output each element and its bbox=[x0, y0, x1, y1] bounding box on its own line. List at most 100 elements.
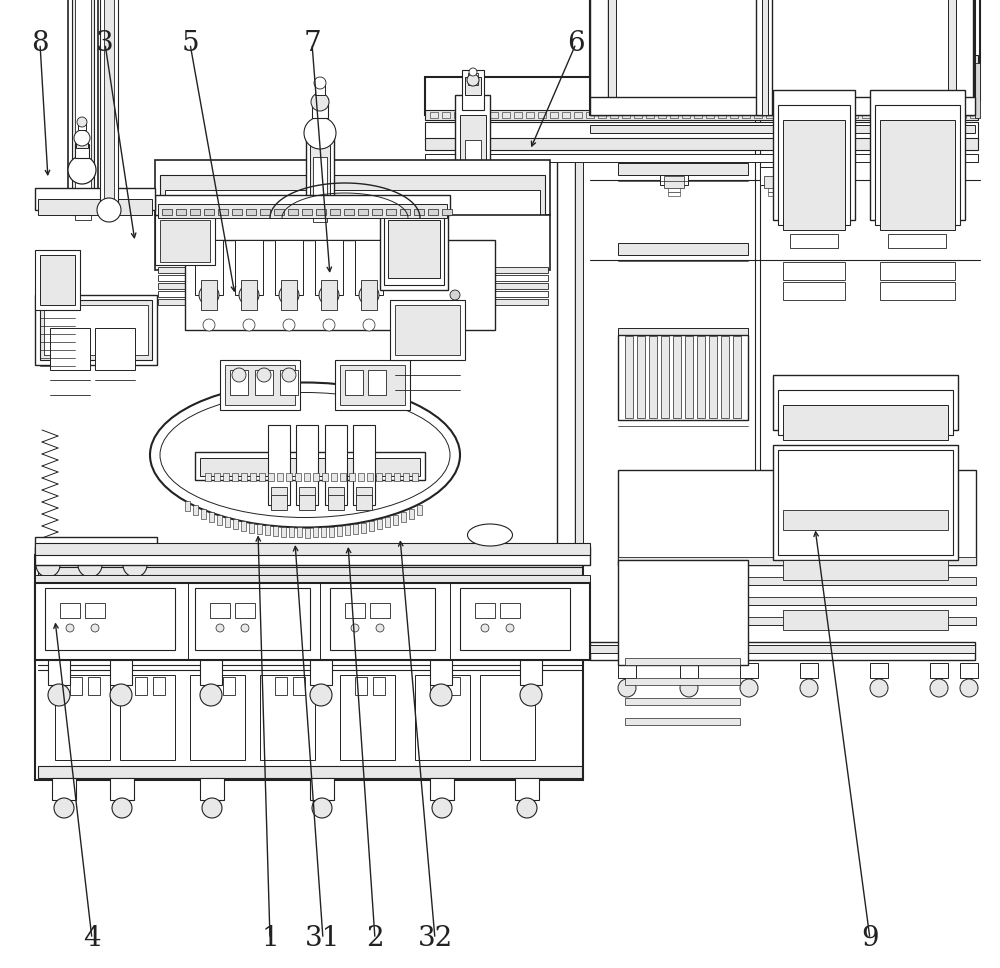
Bar bbox=[120, 675, 175, 760]
Bar bbox=[322, 473, 328, 481]
Bar bbox=[425, 110, 978, 120]
Bar bbox=[590, 0, 608, 115]
Bar bbox=[668, 188, 680, 192]
Circle shape bbox=[930, 679, 948, 697]
Bar bbox=[850, 112, 858, 118]
Bar bbox=[460, 115, 486, 180]
Bar bbox=[353, 425, 375, 505]
Bar bbox=[72, 0, 94, 215]
Bar bbox=[214, 473, 220, 481]
Bar bbox=[345, 525, 350, 535]
Circle shape bbox=[359, 285, 379, 305]
Circle shape bbox=[314, 77, 326, 89]
Bar bbox=[958, 112, 966, 118]
Bar bbox=[274, 209, 284, 215]
Bar bbox=[265, 525, 270, 535]
Circle shape bbox=[282, 368, 296, 382]
Circle shape bbox=[304, 117, 336, 149]
Bar bbox=[625, 678, 740, 685]
Bar bbox=[268, 425, 290, 505]
Bar bbox=[480, 675, 535, 760]
Bar bbox=[590, 97, 975, 115]
Bar bbox=[48, 660, 70, 685]
Bar bbox=[185, 500, 190, 511]
Bar bbox=[205, 677, 217, 695]
Bar bbox=[299, 495, 315, 510]
Circle shape bbox=[363, 319, 375, 331]
Text: 31: 31 bbox=[305, 925, 341, 953]
Bar bbox=[625, 336, 633, 418]
Bar bbox=[608, 0, 616, 115]
Bar bbox=[618, 557, 976, 565]
Ellipse shape bbox=[160, 392, 450, 518]
Bar bbox=[45, 588, 175, 650]
Bar bbox=[302, 209, 312, 215]
Bar bbox=[649, 336, 657, 418]
Bar bbox=[233, 519, 238, 529]
Bar bbox=[355, 240, 383, 295]
Bar bbox=[249, 523, 254, 532]
Bar bbox=[430, 112, 438, 118]
Text: 3: 3 bbox=[96, 30, 114, 57]
Bar bbox=[158, 299, 548, 305]
Bar bbox=[385, 517, 390, 528]
Text: 32: 32 bbox=[417, 925, 453, 953]
Bar bbox=[590, 0, 980, 100]
Bar bbox=[664, 176, 684, 188]
Circle shape bbox=[467, 74, 479, 86]
Bar bbox=[68, 0, 98, 210]
Bar bbox=[955, 0, 973, 115]
Bar bbox=[618, 478, 748, 490]
Bar bbox=[455, 95, 490, 175]
Bar bbox=[778, 105, 850, 225]
Circle shape bbox=[430, 684, 452, 706]
Bar bbox=[95, 328, 135, 370]
Bar bbox=[299, 487, 315, 502]
Bar bbox=[586, 112, 594, 118]
Bar bbox=[331, 473, 337, 481]
Bar bbox=[706, 112, 714, 118]
Bar bbox=[275, 677, 287, 695]
Circle shape bbox=[517, 798, 537, 818]
Circle shape bbox=[203, 319, 215, 331]
Bar bbox=[878, 188, 890, 192]
Bar bbox=[634, 112, 642, 118]
Bar bbox=[637, 336, 645, 418]
Circle shape bbox=[506, 624, 514, 632]
Text: 9: 9 bbox=[861, 925, 879, 953]
Bar bbox=[440, 180, 482, 205]
Bar bbox=[874, 176, 894, 188]
Bar bbox=[697, 336, 705, 418]
Bar bbox=[235, 240, 263, 295]
Bar bbox=[313, 157, 327, 222]
Bar bbox=[618, 470, 976, 565]
Bar bbox=[764, 176, 784, 188]
Bar bbox=[680, 663, 698, 678]
Bar bbox=[162, 209, 172, 215]
Bar bbox=[153, 677, 165, 695]
Bar bbox=[297, 528, 302, 537]
Bar bbox=[40, 255, 75, 305]
Circle shape bbox=[680, 679, 698, 697]
Bar bbox=[259, 473, 265, 481]
Circle shape bbox=[77, 117, 87, 127]
Bar bbox=[862, 112, 870, 118]
Bar bbox=[356, 487, 372, 502]
Bar bbox=[520, 660, 542, 685]
Bar bbox=[898, 112, 906, 118]
Bar bbox=[618, 163, 748, 175]
Bar bbox=[35, 543, 590, 555]
Bar bbox=[435, 175, 487, 210]
Bar bbox=[155, 195, 450, 215]
Bar bbox=[762, 0, 768, 115]
Bar bbox=[241, 280, 257, 310]
Bar bbox=[618, 617, 976, 625]
Bar bbox=[160, 220, 210, 262]
Bar bbox=[88, 677, 100, 695]
Circle shape bbox=[283, 319, 295, 331]
Bar bbox=[425, 138, 978, 150]
Bar bbox=[768, 188, 780, 192]
Bar bbox=[618, 663, 636, 678]
Bar bbox=[75, 0, 91, 220]
Bar bbox=[230, 370, 248, 395]
